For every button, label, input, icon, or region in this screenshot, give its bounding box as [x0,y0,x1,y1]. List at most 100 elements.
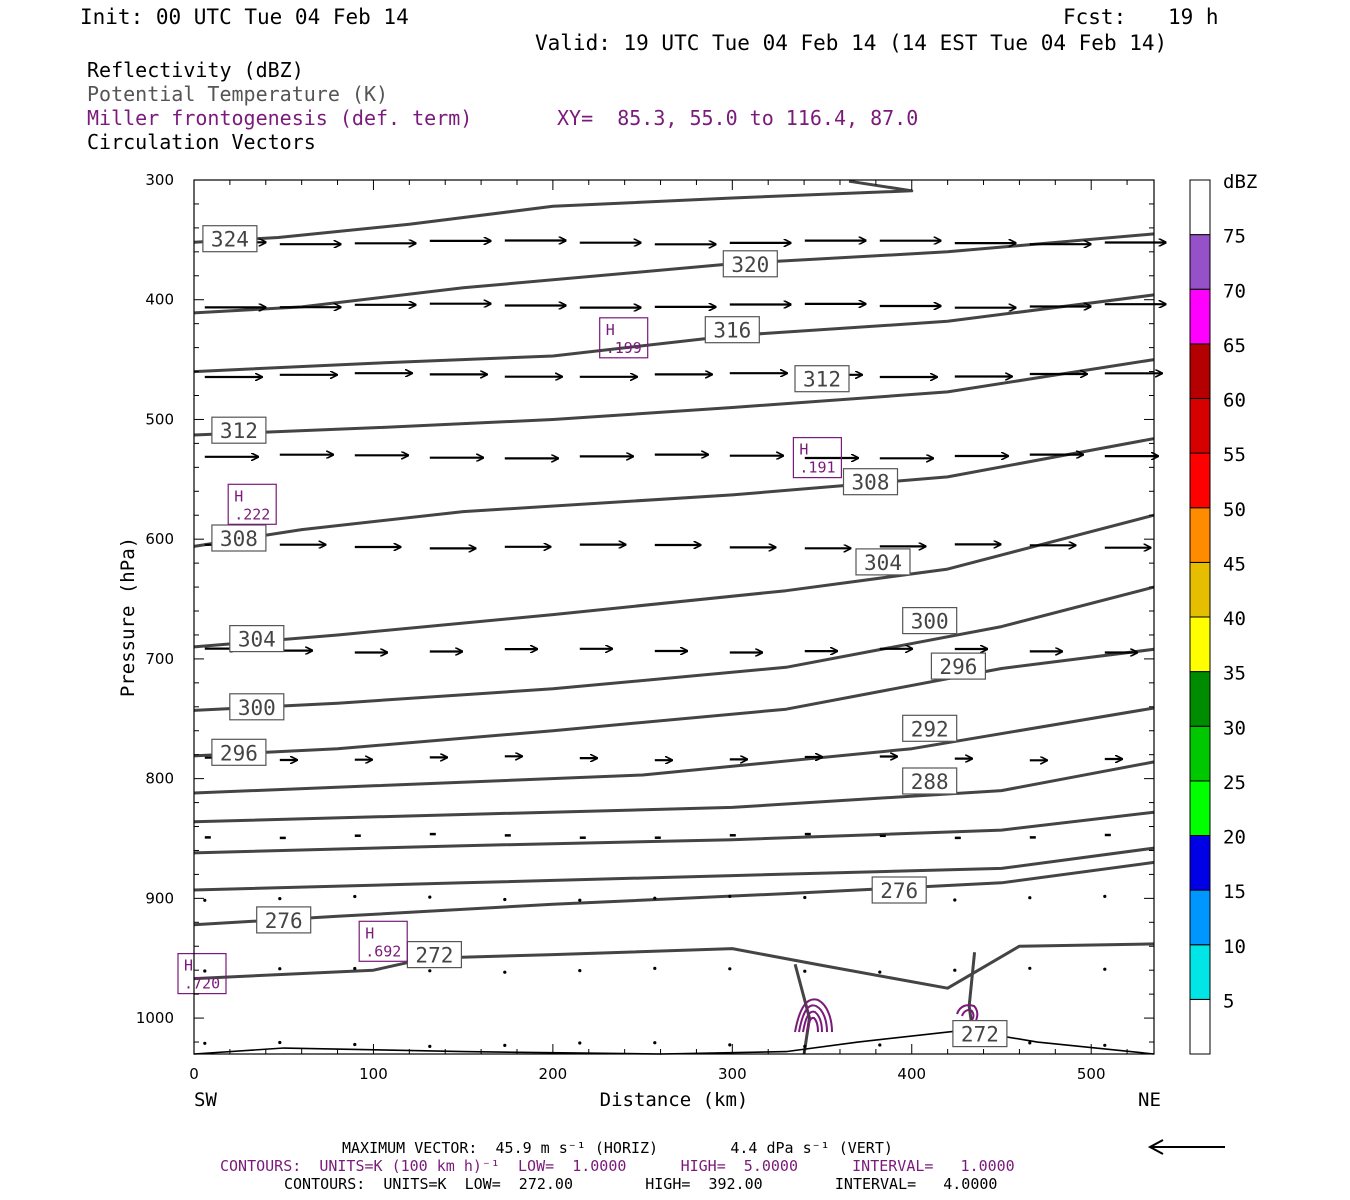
max-vector-info: MAXIMUM VECTOR: 45.9 m s⁻¹ (HORIZ) 4.4 d… [342,1139,893,1157]
svg-text:272: 272 [961,1023,999,1047]
colorbar-swatch [1189,616,1211,673]
colorbar-unit-label: dBZ [1223,171,1257,193]
contour-label-304: 304 [855,548,911,576]
svg-text:300: 300 [911,610,949,634]
svg-text:.199: .199 [606,339,642,357]
colorbar-level-label: 40 [1223,608,1246,630]
contour-label-272: 272 [406,940,462,969]
circulation-vector [653,966,657,971]
miller-maximum-label: H.692 [358,920,408,962]
colorbar-level-label: 15 [1223,881,1246,903]
contour-label-312: 312 [211,416,267,444]
circulation-vector [353,894,357,899]
y-tick-label: 500 [145,410,174,428]
x-axis-title: Distance (km) [600,1089,749,1111]
x-axis-left-end-label: SW [194,1089,217,1111]
theta-contour-280 [193,846,1155,892]
init-time: Init: 00 UTC Tue 04 Feb 14 [80,5,409,29]
miller-contour-info: CONTOURS: UNITS=K (100 km h)⁻¹ LOW= 1.00… [220,1157,1015,1175]
theta-contour-276 [193,860,1155,927]
svg-text:316: 316 [713,319,751,343]
theta-contour-296 [193,647,1155,758]
circulation-vector [1103,1043,1107,1047]
circulation-vector [878,970,882,974]
theta-contour-272 [193,942,1155,990]
colorbar-swatch [1189,288,1211,345]
colorbar-swatch [1189,507,1211,563]
colorbar-swatch [1189,835,1211,891]
theta-contour-304 [193,513,1155,649]
colorbar-swatch [1189,398,1211,454]
contour-label-296: 296 [211,738,267,766]
svg-text:300: 300 [238,696,276,720]
svg-text:296: 296 [939,655,977,679]
circulation-vector [1028,966,1032,970]
circulation-vector [578,1041,582,1045]
colorbar-level-label: 20 [1223,827,1246,849]
colorbar-swatch [1189,671,1211,727]
colorbar-level-label: 70 [1223,280,1246,302]
circulation-vector [1028,1041,1032,1045]
colorbar-swatch [1189,452,1211,509]
miller-contour-left [794,998,833,1033]
circulation-vector [428,895,432,899]
svg-text:H: H [606,321,615,339]
miller-maximum-label: H.720 [177,952,227,995]
contour-label-308: 308 [211,524,267,552]
contour-label-276: 276 [871,876,927,904]
circulation-vector [353,966,357,971]
circulation-vector [578,969,582,973]
y-tick-label: 600 [145,530,174,548]
theta-contour-284 [193,810,1155,855]
circulation-vector [953,898,957,902]
legend-potential-temperature: Potential Temperature (K) [87,82,389,106]
circulation-vector [578,898,582,902]
miller-maximum-label: H.191 [792,437,843,479]
theta-contour-312 [193,358,1155,437]
circulation-vector [653,1041,657,1045]
cross-section-endpoints: XY= 85.3, 55.0 to 116.4, 87.0 [557,106,919,130]
svg-text:H: H [799,441,808,459]
contour-label-300: 300 [229,693,285,721]
svg-text:308: 308 [220,527,258,551]
colorbar-level-label: 45 [1223,553,1246,575]
circulation-vector [728,967,732,971]
circulation-vector [203,1041,207,1045]
circulation-vector [1103,967,1107,971]
colorbar-swatch [1189,780,1211,837]
circulation-vector [503,897,507,902]
theta-contour-316 [193,293,1155,374]
svg-text:.720: .720 [184,975,220,993]
colorbar-level-label: 60 [1223,390,1246,412]
colorbar-swatch [1189,998,1211,1055]
svg-text:H: H [365,924,374,942]
colorbar-level-label: 30 [1223,717,1246,739]
forecast-label: Fcst: [1063,5,1127,29]
circulation-vector [203,898,207,902]
contour-label-308: 308 [842,468,899,496]
circulation-vector [878,1043,882,1047]
y-axis-title: Pressure (hPa) [117,537,139,697]
svg-text:324: 324 [211,228,249,252]
colorbar-level-label: 55 [1223,444,1246,466]
svg-text:288: 288 [911,770,949,794]
colorbar-swatch [1189,561,1211,618]
svg-text:308: 308 [852,471,890,495]
circulation-vector [203,969,207,973]
y-tick-label: 400 [145,291,174,309]
svg-text:312: 312 [220,419,258,443]
svg-text:312: 312 [803,368,841,392]
colorbar-swatch [1189,179,1211,236]
svg-text:H: H [184,957,193,975]
contour-label-288: 288 [902,767,958,795]
forecast-hour: 19 h [1168,5,1219,29]
colorbar-level-label: 10 [1223,936,1246,958]
contour-label-272: 272 [952,1019,1008,1048]
svg-text:320: 320 [731,253,769,277]
colorbar-swatch [1189,725,1211,782]
svg-text:304: 304 [238,628,276,652]
x-tick-label: 300 [718,1065,747,1083]
contour-label-304: 304 [229,624,285,653]
circulation-vector [803,1044,807,1048]
